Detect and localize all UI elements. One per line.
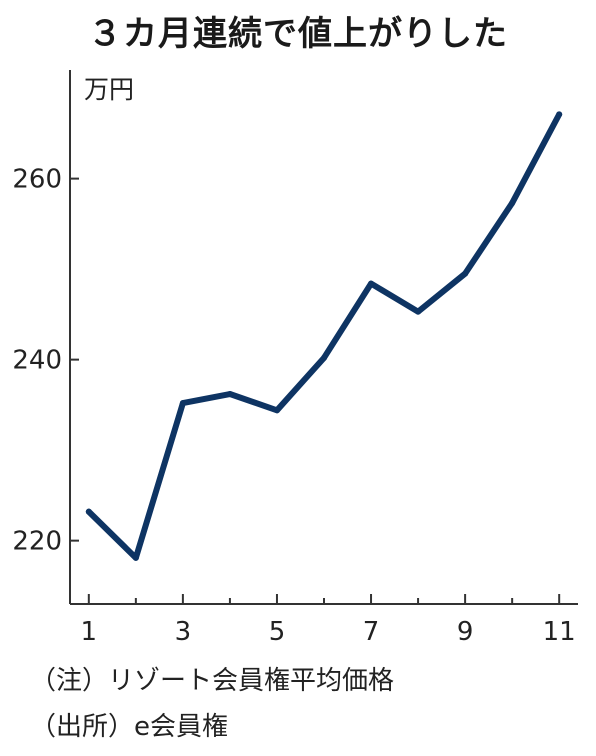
chart-source: （出所）e会員権	[30, 712, 228, 742]
data-point	[556, 111, 563, 118]
data-point	[415, 308, 422, 315]
y-axis-ticks: 220 240 260	[12, 165, 79, 557]
y-tick-label: 240	[12, 346, 62, 376]
x-axis-ticks: 1 3 5 7 9 11	[81, 594, 576, 647]
chart-title: ３カ月連続で値上がりした	[88, 14, 508, 54]
x-tick-label: 3	[175, 617, 192, 647]
data-point	[85, 508, 92, 515]
data-point	[273, 407, 280, 414]
data-point	[179, 400, 186, 407]
x-tick-label: 5	[269, 617, 286, 647]
series-group	[85, 111, 563, 561]
data-point	[462, 270, 469, 277]
data-point	[226, 391, 233, 398]
x-tick-label: 1	[81, 617, 98, 647]
y-tick-label: 220	[12, 527, 62, 557]
data-point	[509, 200, 516, 207]
y-axis-unit-label: 万円	[84, 75, 135, 104]
chart-note: （注）リゾート会員権平均価格	[30, 666, 395, 696]
series-line	[85, 111, 563, 561]
x-tick-label: 11	[543, 617, 576, 647]
data-point	[368, 280, 375, 287]
x-tick-label: 9	[457, 617, 474, 647]
x-tick-label: 7	[363, 617, 380, 647]
data-point	[321, 354, 327, 361]
y-tick-label: 260	[12, 165, 62, 195]
data-point	[132, 554, 139, 561]
